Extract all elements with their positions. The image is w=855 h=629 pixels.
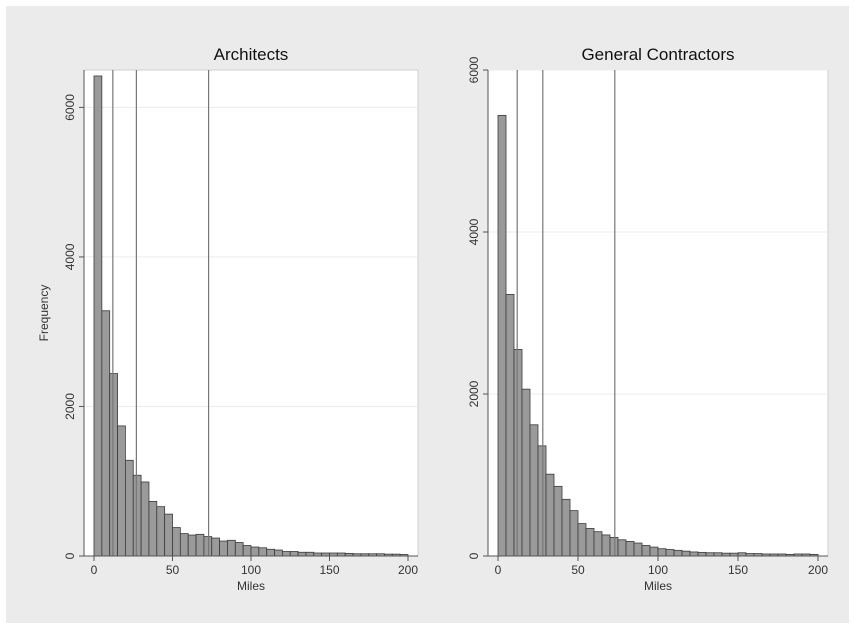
histogram-bar — [545, 473, 555, 557]
histogram-bar — [227, 539, 236, 557]
histogram-bar — [649, 546, 659, 557]
histogram-bar — [641, 545, 651, 557]
histogram-bar — [617, 539, 627, 557]
x-tick-label: 50 — [571, 563, 585, 577]
figure: 0 50 100 150 200 0 2000 4000 6000 Architects Miles… — [6, 6, 849, 623]
y-axis-label: Frequency — [37, 285, 51, 342]
histogram-bar — [164, 513, 173, 557]
x-tick-label: 100 — [241, 563, 261, 577]
histogram-bar — [529, 424, 539, 557]
x-axis-label: Miles — [237, 579, 265, 593]
panel-architects: 0 50 100 150 2000200040006000ArchitectsMiles… — [37, 45, 419, 593]
y-tick-label: 2000 — [467, 380, 481, 407]
histogram-bar — [505, 293, 515, 557]
histogram-bar — [521, 388, 531, 557]
histogram-bar — [234, 542, 244, 557]
x-tick-label: 0 — [91, 563, 98, 577]
histogram-bar — [609, 536, 619, 557]
histogram-bar — [203, 536, 213, 557]
histogram-bar — [266, 548, 275, 557]
histogram-bar — [513, 349, 523, 557]
histogram-bar — [537, 445, 547, 557]
x-tick-label: 100 — [648, 563, 668, 577]
histogram-bar — [697, 551, 707, 557]
histogram-bar — [673, 549, 683, 557]
histogram-bar — [297, 551, 307, 557]
histogram-bar — [593, 531, 603, 557]
histogram-figure: 0 50 100 150 2000200040006000ArchitectsMiles… — [37, 45, 829, 593]
histogram-bar — [258, 547, 268, 557]
y-tick-label: 4000 — [63, 243, 77, 270]
histogram-bar — [156, 506, 166, 557]
histogram-bar — [289, 551, 299, 557]
histogram-bar — [553, 485, 563, 557]
y-tick-label: 6000 — [467, 56, 481, 83]
histogram-bar — [681, 550, 691, 557]
histogram-bar — [172, 527, 181, 557]
y-tick-label: 0 — [467, 552, 481, 559]
x-tick-label: 0 — [495, 563, 502, 577]
y-tick-label: 4000 — [467, 218, 481, 245]
histogram-bar — [179, 533, 189, 557]
histogram-bar — [633, 542, 643, 557]
histogram-bar — [577, 523, 587, 557]
histogram-bar — [625, 541, 635, 557]
histogram-bar — [585, 528, 595, 557]
histogram-bar — [601, 534, 611, 557]
histogram-bar — [274, 549, 283, 557]
histogram-bar — [93, 75, 103, 557]
histogram-bar — [101, 310, 111, 557]
histogram-bar — [187, 534, 197, 557]
y-tick-label: 0 — [63, 552, 77, 559]
histogram-bar — [140, 481, 150, 557]
x-axis-label: Miles — [644, 579, 672, 593]
histogram-bar — [242, 545, 252, 557]
histogram-bar — [250, 546, 260, 557]
histogram-bar — [117, 425, 126, 557]
chart-title: Architects — [214, 45, 289, 64]
chart-title: General Contractors — [581, 45, 734, 64]
x-tick-label: 200 — [398, 563, 418, 577]
histogram-bar — [561, 498, 571, 557]
histogram-bar — [665, 549, 675, 557]
x-tick-label: 150 — [728, 563, 748, 577]
x-tick-label: 50 — [166, 563, 180, 577]
histogram-bar — [569, 510, 579, 557]
histogram-bar — [132, 474, 142, 557]
histogram-bar — [211, 537, 220, 557]
histogram-bar — [125, 459, 134, 557]
histogram-bar — [219, 540, 228, 557]
histogram-bar — [689, 551, 699, 557]
histogram-bar — [195, 533, 205, 557]
histogram-bar — [281, 551, 291, 557]
histogram-bar — [305, 551, 315, 557]
histogram-bar — [109, 373, 118, 557]
histogram-bar — [497, 114, 507, 557]
x-tick-label: 150 — [319, 563, 339, 577]
histogram-bar — [148, 501, 158, 557]
y-tick-label: 6000 — [63, 94, 77, 121]
y-tick-label: 2000 — [63, 393, 77, 420]
x-tick-label: 200 — [808, 563, 828, 577]
histogram-bar — [657, 548, 667, 557]
